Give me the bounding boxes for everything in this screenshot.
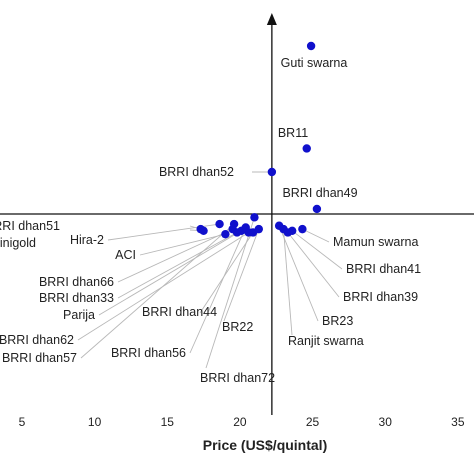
leader-line [189,227,247,354]
data-point [241,223,250,232]
point-label: Ranjit swarna [288,334,364,348]
data-point [215,219,224,229]
leader-line [223,228,260,322]
x-tick-labels: 5 10 15 20 25 30 35 [19,415,465,429]
point-label: BRRI dhan44 [142,305,217,319]
data-point [306,41,316,51]
data-point [279,224,288,234]
leader-line [139,233,226,256]
point-label: BR22 [222,320,253,334]
x-tick-label: 25 [306,415,320,429]
point-label: BRRI dhan33 [39,291,114,305]
point-label: Parija [63,308,95,322]
x-tick-label: 20 [233,415,247,429]
point-label: BR23 [322,314,353,328]
leader-line [291,230,343,270]
point-label: BRRI dhan49 [282,186,357,200]
axes [0,13,474,415]
data-point [221,229,230,239]
leader-line [278,225,319,322]
leader-line [283,229,293,336]
data-point [250,213,259,222]
point-label: BRRI dhan56 [111,346,186,360]
point-label: BRRI dhan62 [0,333,74,347]
point-labels: Guti swarna BR11 BRRI dhan52 BRRI dhan49 BRR… [0,56,421,385]
leader-lines [77,171,343,369]
data-point [312,204,322,214]
point-label: Chinigold [0,236,36,250]
leader-line [98,230,242,316]
x-tick-label: 15 [161,415,175,429]
data-point [199,226,208,235]
data-point [302,144,311,153]
point-label: BR11 [278,126,308,140]
data-point [267,167,277,177]
point-label: Mamun swarna [333,235,418,249]
point-label: Hira-2 [70,233,104,247]
x-tick-label: 10 [88,415,102,429]
point-label: BRRI dhan72 [200,371,275,385]
point-label: BRRI dhan39 [343,290,418,304]
point-label: BRRI dhan51 [0,219,60,233]
leader-line [302,228,330,243]
x-tick-label: 5 [19,415,26,429]
point-label: ACI [115,248,136,262]
data-point [254,224,263,234]
point-label: BRRI dhan52 [159,165,234,179]
leader-line [287,232,340,298]
x-axis-title: Price (US$/quintal) [203,437,327,453]
point-label: BRRI dhan57 [2,351,77,365]
point-label: BRRI dhan41 [346,262,421,276]
leader-line [199,232,254,314]
point-label: Guti swarna [281,56,348,70]
leader-line [117,232,238,299]
x-tick-label: 35 [451,415,465,429]
y-axis-arrowhead [266,13,277,25]
data-points [196,41,322,239]
data-point [229,219,239,229]
leader-line [80,223,235,359]
point-label: BRRI dhan66 [39,275,114,289]
leader-line [117,228,233,283]
x-tick-label: 30 [379,415,393,429]
data-point [298,224,307,234]
